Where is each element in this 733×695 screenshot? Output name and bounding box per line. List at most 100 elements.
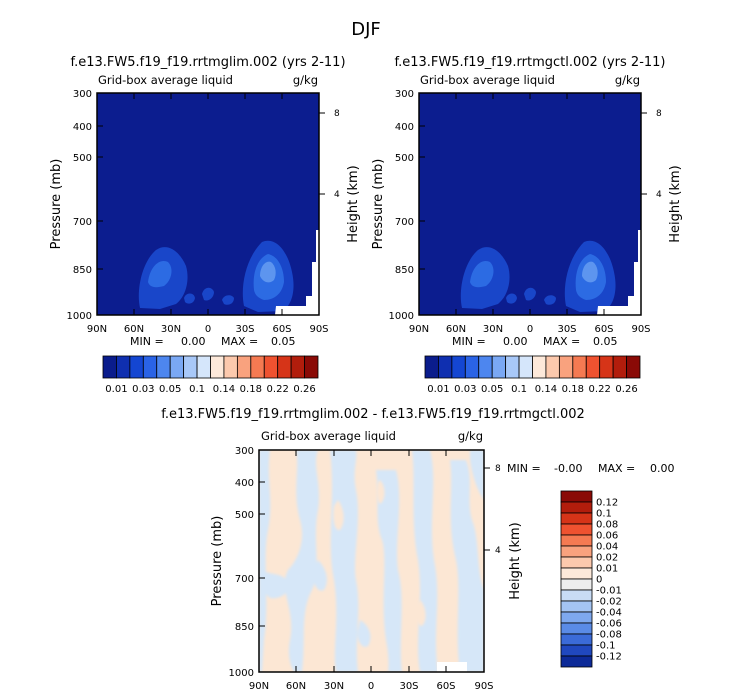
y-tick-label: 500 xyxy=(73,153,92,164)
min-value: 0.00 xyxy=(503,335,528,348)
x-tick-label: 0 xyxy=(205,324,211,335)
colorbar-label: 0.06 xyxy=(596,531,618,542)
min-value: 0.00 xyxy=(181,335,206,348)
y-tick-label: 700 xyxy=(235,574,254,585)
negative-region xyxy=(259,450,271,672)
panel-3-ylabel: Pressure (mb) xyxy=(210,516,225,607)
y-tick-label: 400 xyxy=(235,478,254,489)
colorbar-label: 0.22 xyxy=(267,384,289,395)
y-tick-label: 1000 xyxy=(389,311,414,322)
max-value: 0.05 xyxy=(593,335,618,348)
y-tick-label: 400 xyxy=(395,122,414,133)
missing-data-region xyxy=(275,204,319,315)
colorbar-label: 0.01 xyxy=(105,384,127,395)
y-tick-label: 700 xyxy=(395,217,414,228)
panel-2-y-axis: 300 400 500 700 850 1000 xyxy=(389,89,414,322)
x-tick-label: 90N xyxy=(249,681,269,692)
colorbar-swatch xyxy=(505,355,520,379)
colorbar-label: 0.1 xyxy=(511,384,527,395)
colorbar-swatch xyxy=(142,355,158,379)
colorbar-label: 0.04 xyxy=(596,542,618,553)
panel-3-ylabel-right: Height (km) xyxy=(508,522,523,599)
panel-1-ylabel: Pressure (mb) xyxy=(49,159,64,250)
colorbar-swatch xyxy=(424,355,439,379)
y-tick-label: 1000 xyxy=(67,311,92,322)
colorbar-label: 0.05 xyxy=(159,384,181,395)
y-right-tick-label: 8 xyxy=(334,109,340,119)
colorbar-swatch xyxy=(263,355,279,379)
colorbar-swatch xyxy=(196,355,211,379)
y-right-tick-label: 4 xyxy=(656,190,662,200)
max-label: MAX = xyxy=(598,462,635,475)
colorbar-swatch xyxy=(250,355,265,379)
colorbar-label: 0 xyxy=(596,575,602,586)
panel-3: f.e13.FW5.f19_f19.rrtmglim.002 - f.e13.F… xyxy=(161,407,674,692)
panel-3-field-noise xyxy=(259,450,484,672)
x-tick-label: 30S xyxy=(557,324,576,335)
colorbar-label: 0.18 xyxy=(240,384,262,395)
contour-fill xyxy=(524,287,536,301)
panel-1-field-contours xyxy=(138,204,319,315)
negative-region xyxy=(262,570,289,599)
contour-fill xyxy=(506,293,517,304)
colorbar-swatch xyxy=(585,355,601,379)
colorbar-swatch xyxy=(560,534,593,547)
colorbar-label: -0.02 xyxy=(596,597,622,608)
colorbar-swatch xyxy=(560,501,593,514)
axis-ticks xyxy=(419,93,647,315)
colorbar-label: 0.1 xyxy=(189,384,205,395)
colorbar-swatch xyxy=(290,355,305,379)
panel-3-y-axis: 300 400 500 700 850 1000 xyxy=(229,446,254,679)
colorbar-swatch xyxy=(102,355,117,379)
min-label: MIN = xyxy=(507,462,541,475)
contour-fill xyxy=(222,295,234,305)
colorbar-label: -0.12 xyxy=(596,652,622,663)
x-tick-label: 30N xyxy=(161,324,181,335)
panel-3-subtitle-left: Grid-box average liquid xyxy=(261,429,396,443)
panel-3-title: f.e13.FW5.f19_f19.rrtmglim.002 - f.e13.F… xyxy=(161,407,585,422)
max-label: MAX = xyxy=(543,335,580,348)
panel-1-ylabel-right: Height (km) xyxy=(346,165,361,242)
colorbar-swatch xyxy=(451,355,466,379)
panel-2: f.e13.FW5.f19_f19.rrtmgctl.002 (yrs 2-11… xyxy=(371,55,683,395)
colorbar-label: 0.12 xyxy=(596,498,618,509)
y-right-tick-label: 8 xyxy=(656,109,662,119)
x-tick-label: 90S xyxy=(474,681,493,692)
panel-3-minmax: MIN = -0.00 MAX = 0.00 xyxy=(507,462,675,475)
positive-region xyxy=(333,500,344,531)
contour-fill xyxy=(184,293,195,304)
colorbar-label: 0.03 xyxy=(132,384,154,395)
y-tick-label: 300 xyxy=(235,446,254,457)
x-tick-label: 0 xyxy=(527,324,533,335)
x-tick-label: 30N xyxy=(483,324,503,335)
x-tick-label: 60N xyxy=(286,681,306,692)
colorbar-label: 0.01 xyxy=(596,564,618,575)
colorbar-swatch xyxy=(545,355,560,379)
colorbar-swatch xyxy=(560,622,593,635)
colorbar-swatch xyxy=(560,611,593,624)
panel-1: f.e13.FW5.f19_f19.rrtmglim.002 (yrs 2-11… xyxy=(49,55,361,395)
colorbar-label: 0.18 xyxy=(562,384,584,395)
panel-1-y-axis-right: 8 4 xyxy=(334,109,340,200)
panel-2-ylabel: Pressure (mb) xyxy=(371,159,386,250)
y-tick-label: 700 xyxy=(73,217,92,228)
colorbar-swatch xyxy=(560,589,593,602)
panel-2-plot-area xyxy=(419,93,641,315)
colorbar-swatch xyxy=(438,355,453,379)
panel-2-colorbar: 0.01 0.03 0.05 0.1 0.14 0.18 0.22 0.26 xyxy=(424,355,641,395)
x-tick-label: 90S xyxy=(309,324,328,335)
colorbar-label: 0.14 xyxy=(535,384,557,395)
colorbar-swatch xyxy=(626,355,641,379)
panel-2-minmax: MIN = 0.00 MAX = 0.05 xyxy=(452,335,618,348)
x-tick-label: 60S xyxy=(594,324,613,335)
min-label: MIN = xyxy=(452,335,486,348)
colorbar-label: 0.03 xyxy=(454,384,476,395)
colorbar-swatch xyxy=(560,633,593,646)
x-tick-label: 30S xyxy=(235,324,254,335)
colorbar-swatch xyxy=(572,355,587,379)
max-value: 0.00 xyxy=(650,462,675,475)
y-tick-label: 300 xyxy=(395,89,414,100)
colorbar-swatch xyxy=(304,355,319,379)
colorbar-swatch xyxy=(560,578,593,591)
